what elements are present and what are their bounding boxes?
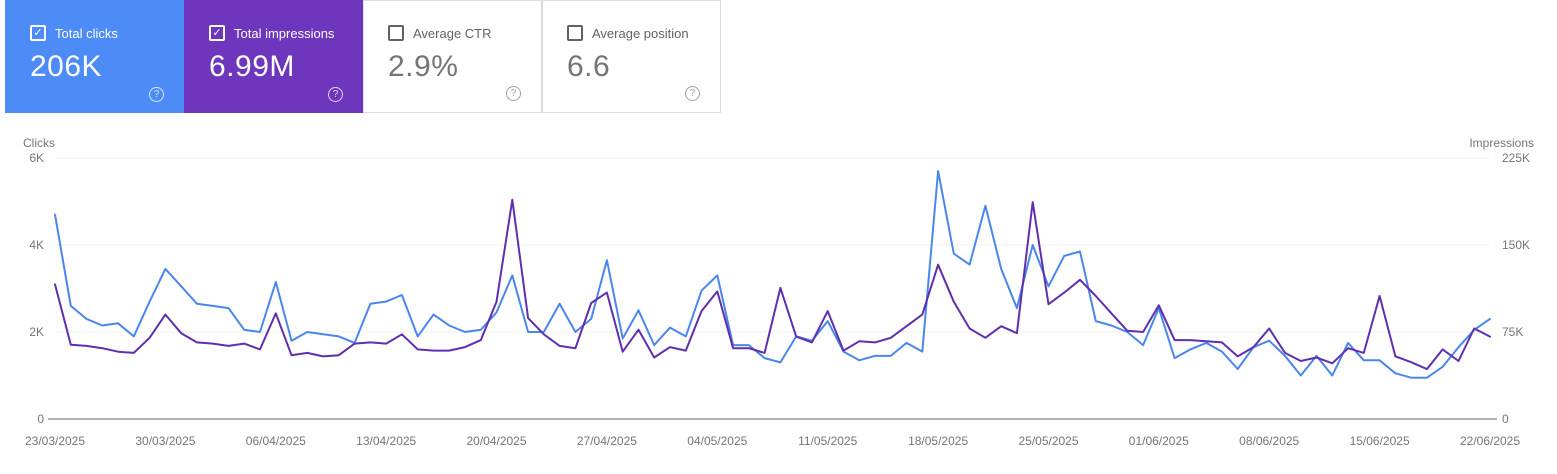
left-axis-tick: 6K [29, 151, 44, 165]
x-axis-label: 01/06/2025 [1129, 434, 1189, 448]
checkbox-unchecked-icon[interactable] [567, 25, 583, 41]
x-axis-label: 30/03/2025 [135, 434, 195, 448]
x-axis-label: 15/06/2025 [1350, 434, 1410, 448]
average-ctr-card[interactable]: Average CTR 2.9% ? [363, 0, 542, 113]
clicks-line [54, 170, 1491, 379]
average-position-card[interactable]: Average position 6.6 ? [542, 0, 721, 113]
left-axis-title: Clicks [23, 136, 55, 150]
x-axis-label: 27/04/2025 [577, 434, 637, 448]
x-axis-label: 25/05/2025 [1018, 434, 1078, 448]
right-axis-tick: 0 [1502, 412, 1509, 426]
x-axis-label: 22/06/2025 [1460, 434, 1520, 448]
total-clicks-card[interactable]: ✓ Total clicks 206K ? [5, 0, 184, 113]
x-axis-label: 20/04/2025 [466, 434, 526, 448]
right-axis-tick: 225K [1502, 151, 1530, 165]
card-header: Average CTR [388, 25, 541, 41]
right-axis-tick: 150K [1502, 238, 1530, 252]
card-value: 2.9% [388, 50, 459, 83]
checkbox-checked-icon[interactable]: ✓ [30, 25, 46, 41]
card-value: 6.99M [209, 50, 295, 83]
card-header: ✓ Total clicks [30, 25, 184, 41]
card-header: Average position [567, 25, 720, 41]
impressions-line [54, 198, 1491, 371]
total-impressions-card[interactable]: ✓ Total impressions 6.99M ? [184, 0, 363, 113]
x-axis-label: 23/03/2025 [25, 434, 85, 448]
left-axis-tick: 0 [37, 412, 44, 426]
help-icon[interactable]: ? [328, 87, 343, 102]
x-axis-label: 08/06/2025 [1239, 434, 1299, 448]
card-label: Average position [592, 25, 689, 41]
card-label: Average CTR [413, 25, 492, 41]
right-axis-title: Impressions [1469, 136, 1534, 150]
card-label: Total impressions [234, 25, 335, 41]
metric-cards: ✓ Total clicks 206K ? ✓ Total impression… [5, 0, 721, 113]
card-label: Total clicks [55, 25, 118, 41]
right-axis-tick: 75K [1502, 325, 1523, 339]
x-axis-label: 13/04/2025 [356, 434, 416, 448]
card-header: ✓ Total impressions [209, 25, 363, 41]
help-icon[interactable]: ? [506, 86, 521, 101]
x-axis-label: 04/05/2025 [687, 434, 747, 448]
help-icon[interactable]: ? [685, 86, 700, 101]
help-icon[interactable]: ? [149, 87, 164, 102]
card-value: 6.6 [567, 50, 611, 83]
card-value: 206K [30, 50, 103, 83]
left-axis-tick: 4K [29, 238, 44, 252]
x-axis-label: 18/05/2025 [908, 434, 968, 448]
x-axis-label: 06/04/2025 [246, 434, 306, 448]
x-axis-label: 11/05/2025 [798, 434, 857, 448]
left-axis-tick: 2K [29, 325, 44, 339]
checkbox-checked-icon[interactable]: ✓ [209, 25, 225, 41]
checkbox-unchecked-icon[interactable] [388, 25, 404, 41]
